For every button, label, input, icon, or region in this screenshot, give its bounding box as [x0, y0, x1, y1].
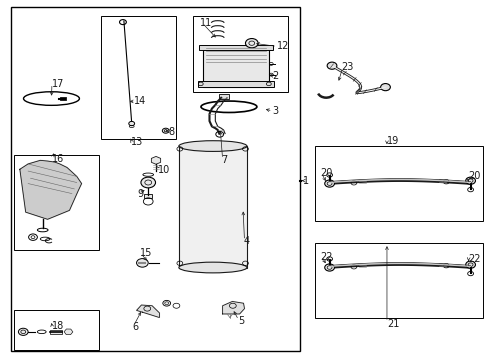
Text: 10: 10 — [157, 165, 169, 175]
Text: 4: 4 — [243, 236, 249, 246]
Circle shape — [324, 180, 334, 187]
Ellipse shape — [179, 262, 246, 273]
Polygon shape — [136, 305, 159, 318]
Text: 3: 3 — [272, 106, 278, 116]
Bar — [314, 243, 482, 318]
Bar — [144, 194, 152, 198]
Bar — [50, 330, 62, 334]
Circle shape — [136, 258, 148, 267]
Text: 20: 20 — [467, 171, 480, 181]
Text: 11: 11 — [200, 18, 212, 28]
Bar — [101, 16, 176, 139]
Text: 16: 16 — [51, 154, 63, 163]
Text: 22: 22 — [319, 252, 332, 262]
Text: 9: 9 — [137, 189, 143, 199]
Bar — [314, 146, 482, 221]
Text: 17: 17 — [51, 79, 64, 89]
Bar — [14, 155, 99, 249]
Bar — [198, 81, 273, 87]
Text: 22: 22 — [467, 253, 480, 264]
Bar — [11, 7, 300, 351]
Circle shape — [163, 300, 170, 306]
Text: 12: 12 — [276, 41, 288, 51]
Bar — [219, 94, 228, 99]
Circle shape — [245, 39, 258, 48]
Text: 8: 8 — [168, 127, 174, 137]
Circle shape — [324, 264, 334, 271]
Text: 2: 2 — [272, 71, 278, 81]
Circle shape — [380, 84, 389, 91]
Ellipse shape — [179, 141, 246, 152]
Circle shape — [19, 328, 28, 336]
Text: 21: 21 — [386, 319, 399, 329]
Bar — [199, 45, 272, 50]
Text: 1: 1 — [302, 176, 308, 186]
Polygon shape — [222, 301, 244, 314]
Circle shape — [326, 62, 336, 69]
Bar — [203, 46, 268, 87]
Text: 18: 18 — [51, 321, 63, 332]
Text: 19: 19 — [386, 136, 398, 146]
Bar — [60, 97, 65, 100]
Bar — [193, 16, 287, 93]
Text: 13: 13 — [131, 138, 143, 148]
Bar — [14, 310, 99, 350]
Bar — [179, 146, 246, 267]
Polygon shape — [20, 160, 81, 219]
Circle shape — [162, 128, 169, 133]
Text: 23: 23 — [341, 63, 353, 72]
Text: 14: 14 — [134, 96, 146, 107]
Text: 6: 6 — [132, 322, 139, 332]
Text: 7: 7 — [221, 156, 227, 165]
Circle shape — [465, 177, 474, 184]
Circle shape — [141, 177, 155, 188]
Text: 5: 5 — [238, 316, 244, 326]
Text: 20: 20 — [319, 168, 331, 178]
Circle shape — [465, 261, 474, 268]
Circle shape — [128, 121, 134, 126]
Text: 15: 15 — [139, 248, 152, 258]
